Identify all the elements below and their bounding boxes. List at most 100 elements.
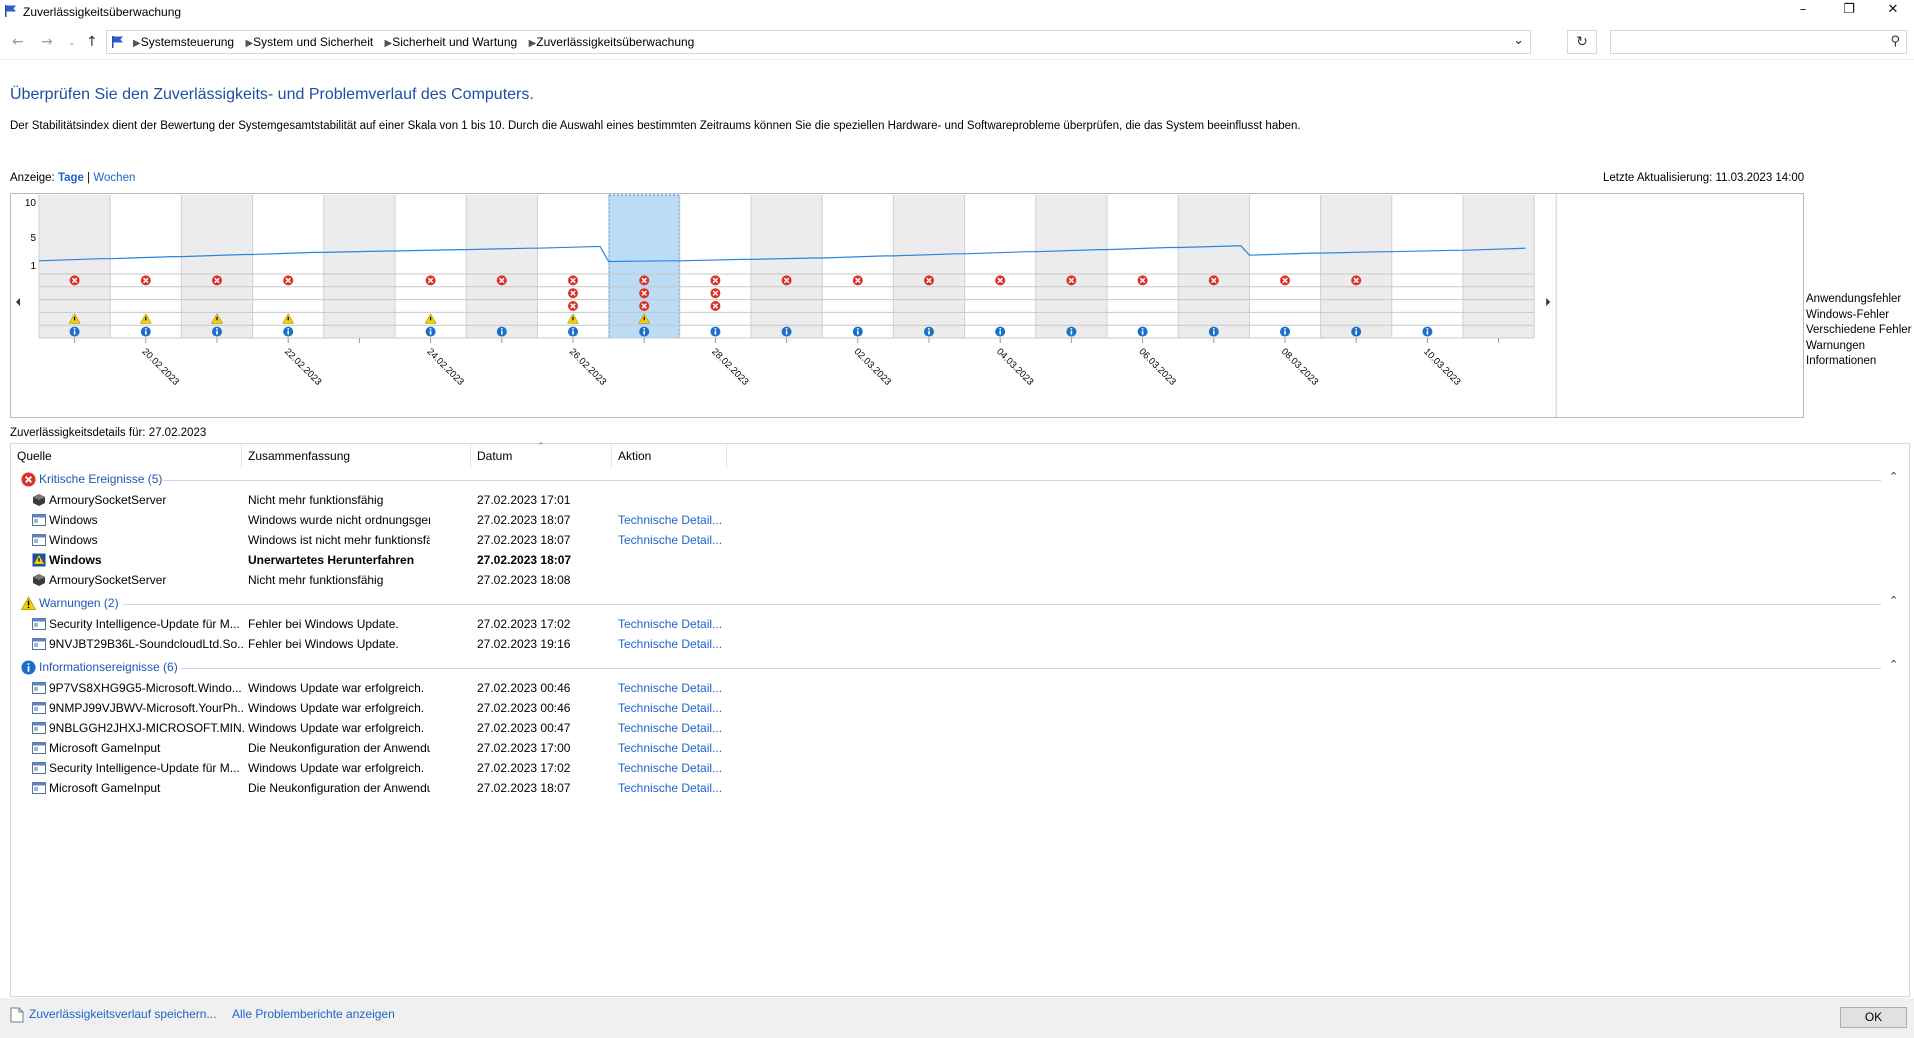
row-date: 27.02.2023 19:16: [477, 637, 571, 651]
collapse-chevron-icon[interactable]: ⌃: [1889, 594, 1899, 607]
day-column: [1391, 195, 1463, 338]
group-critical[interactable]: Kritische Ereignisse (5) ⌃: [11, 470, 1909, 488]
row-action-link[interactable]: Technische Detail...: [618, 681, 723, 695]
day-column: [893, 195, 965, 338]
scroll-right-arrow-icon[interactable]: [1546, 298, 1551, 306]
collapse-chevron-icon[interactable]: ⌃: [1889, 470, 1899, 483]
group-warnings-label[interactable]: Warnungen (2): [39, 596, 119, 610]
table-row[interactable]: Windows Windows ist nicht mehr funktions…: [11, 530, 1909, 550]
group-info-label[interactable]: Informationsereignisse (6): [39, 660, 178, 674]
ok-button[interactable]: OK: [1840, 1007, 1907, 1028]
breadcrumb-item-sicherheit-wartung[interactable]: Sicherheit und Wartung: [392, 35, 518, 49]
table-row[interactable]: Security Intelligence-Update für M... Fe…: [11, 614, 1909, 634]
table-row[interactable]: Microsoft GameInput Die Neukonfiguration…: [11, 738, 1909, 758]
save-history-link[interactable]: Zuverlässigkeitsverlauf speichern...: [29, 1007, 217, 1021]
stability-chart[interactable]: 10 5 1 20.02.2023 22.02.2023 24.02.2023 26.02.…: [10, 193, 1804, 418]
day-column: [679, 195, 751, 338]
refresh-button[interactable]: ↻: [1567, 30, 1597, 54]
window-app-icon: [32, 638, 46, 650]
minimize-button[interactable]: –: [1799, 2, 1807, 17]
group-warnings[interactable]: Warnungen (2) ⌃: [11, 594, 1909, 612]
row-date: 27.02.2023 17:01: [477, 493, 571, 507]
info-marker-mark: [999, 330, 1001, 335]
search-input[interactable]: ⚲: [1610, 30, 1907, 54]
breadcrumb-item-system-sicherheit[interactable]: System und Sicherheit: [253, 35, 374, 49]
back-arrow-icon[interactable]: ←: [12, 34, 24, 50]
search-icon[interactable]: ⚲: [1890, 34, 1900, 49]
row-summary: Windows Update war erfolgreich.: [248, 701, 425, 715]
view-days-link[interactable]: Tage: [57, 172, 84, 184]
row-action-link[interactable]: Technische Detail...: [618, 721, 723, 735]
table-row[interactable]: Microsoft GameInput Die Neukonfiguration…: [11, 778, 1909, 798]
table-row[interactable]: ArmourySocketServer Nicht mehr funktions…: [11, 570, 1909, 590]
address-bar[interactable]: ▶Systemsteuerung ▶System und Sicherheit …: [106, 30, 1531, 54]
row-summary: Windows Update war erfolgreich.: [248, 681, 425, 695]
flag-icon: [112, 36, 123, 48]
column-header-action[interactable]: Aktion: [612, 444, 727, 468]
breadcrumb-item-systemsteuerung[interactable]: Systemsteuerung: [140, 35, 235, 49]
info-marker-mark: [928, 330, 930, 335]
breadcrumb-separator-icon[interactable]: ▶: [245, 38, 254, 49]
stability-chart-svg[interactable]: 10 5 1 20.02.2023 22.02.2023 24.02.2023 26.02.…: [11, 194, 1805, 419]
row-action-link[interactable]: Technische Detail...: [618, 637, 723, 651]
column-header-source[interactable]: Quelle: [11, 444, 242, 468]
row-action-link[interactable]: Technische Detail...: [618, 741, 723, 755]
info-marker-dot: [1141, 328, 1144, 330]
all-reports-link[interactable]: Alle Problemberichte anzeigen: [232, 1007, 395, 1021]
column-header-summary[interactable]: Zusammenfassung: [242, 444, 471, 468]
scroll-left-arrow-icon[interactable]: [16, 298, 20, 306]
row-source: Windows: [49, 553, 102, 567]
address-dropdown-icon[interactable]: ⌄: [1513, 33, 1524, 48]
row-action-link[interactable]: Technische Detail...: [618, 617, 723, 631]
error-marker-cross: [143, 277, 149, 284]
table-row[interactable]: Windows Unerwartetes Herunterfahren 27.0…: [11, 550, 1909, 570]
info-marker-dot: [572, 328, 574, 330]
info-marker-mark: [145, 330, 147, 335]
details-list[interactable]: Quelle Zusammenfassung Datum Aktion ⌃ Kr…: [10, 442, 1910, 997]
close-button[interactable]: ✕: [1887, 2, 1899, 17]
breadcrumb-separator-icon[interactable]: ▶: [384, 38, 393, 49]
group-info[interactable]: Informationsereignisse (6) ⌃: [11, 658, 1909, 676]
table-row[interactable]: Windows Windows wurde nicht ordnungsgemä…: [11, 510, 1909, 530]
row-action-link[interactable]: Technische Detail...: [618, 533, 723, 547]
info-marker-dot: [501, 328, 503, 330]
row-action-link[interactable]: Technische Detail...: [618, 701, 723, 715]
y-tick-label: 1: [30, 261, 36, 272]
view-weeks-link[interactable]: Wochen: [93, 172, 136, 184]
row-date: 27.02.2023 18:07: [477, 781, 571, 795]
table-row[interactable]: 9NVJBT29B36L-SoundcloudLtd.So... Fehler …: [11, 634, 1909, 654]
table-row[interactable]: Security Intelligence-Update für M... Wi…: [11, 758, 1909, 778]
row-summary: Windows Update war erfolgreich.: [248, 761, 425, 775]
title-bar: Zuverlässigkeitsüberwachung – ❐ ✕: [0, 0, 1914, 24]
row-action-link[interactable]: Technische Detail...: [618, 513, 723, 527]
sort-ascending-icon: ⌃: [537, 442, 545, 452]
recent-locations-chevron-icon[interactable]: ⌄: [68, 38, 76, 48]
forward-arrow-icon[interactable]: →: [41, 34, 53, 50]
day-column: [466, 195, 538, 338]
flag-icon: [5, 5, 16, 17]
table-row[interactable]: 9NMPJ99VJBWV-Microsoft.YourPh... Windows…: [11, 698, 1909, 718]
info-marker-dot: [145, 328, 147, 330]
column-header-date[interactable]: Datum: [471, 444, 612, 468]
warning-marker-mark: [572, 316, 574, 321]
date-label: 06.03.2023: [1136, 346, 1177, 387]
collapse-chevron-icon[interactable]: ⌃: [1889, 658, 1899, 671]
breadcrumb-separator-icon[interactable]: ▶: [528, 38, 537, 49]
day-column: [1463, 195, 1535, 338]
row-action-link[interactable]: Technische Detail...: [618, 761, 723, 775]
table-row[interactable]: 9P7VS8XHG9G5-Microsoft.Windo... Windows …: [11, 678, 1909, 698]
row-source: 9NMPJ99VJBWV-Microsoft.YourPh...: [49, 701, 245, 715]
group-critical-label[interactable]: Kritische Ereignisse (5): [39, 472, 163, 486]
table-row[interactable]: ArmourySocketServer Nicht mehr funktions…: [11, 490, 1909, 510]
table-row[interactable]: 9NBLGGH2JHXJ-MICROSOFT.MIN... Windows Up…: [11, 718, 1909, 738]
info-marker-dot: [73, 328, 76, 330]
up-arrow-icon[interactable]: ↑: [86, 34, 98, 50]
error-marker-cross: [1353, 277, 1359, 284]
row-action-link[interactable]: Technische Detail...: [618, 781, 723, 795]
row-summary: Fehler bei Windows Update.: [248, 637, 399, 651]
breadcrumb-item-zuverlaessigkeit[interactable]: Zuverlässigkeitsüberwachung: [536, 35, 695, 49]
restore-button[interactable]: ❐: [1843, 2, 1855, 17]
error-marker-cross: [641, 277, 647, 284]
info-marker-mark: [1284, 330, 1286, 335]
view-label: Anzeige:: [10, 172, 55, 184]
